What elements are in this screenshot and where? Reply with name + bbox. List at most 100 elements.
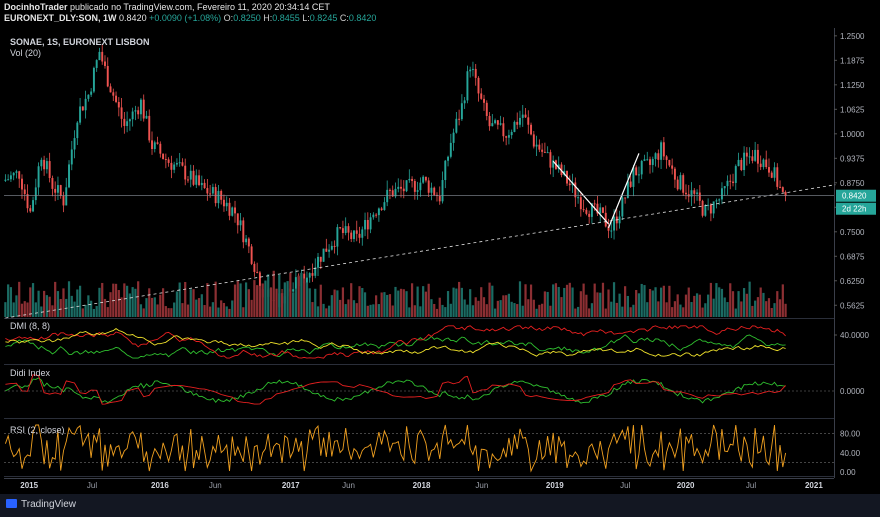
volume-bar	[491, 285, 494, 317]
candle-body	[375, 214, 378, 216]
candle-body	[751, 156, 754, 161]
candle-body	[602, 207, 604, 213]
volume-bar	[377, 304, 380, 317]
candle-body	[73, 138, 76, 150]
volume-bar	[399, 288, 403, 317]
volume-bar	[40, 306, 43, 317]
volume-bar	[211, 302, 214, 317]
volume-bar	[612, 282, 616, 317]
candle-body	[460, 103, 463, 120]
volume-bar	[153, 297, 156, 317]
price-tick-label: 1.2500	[840, 32, 865, 41]
candle-body	[499, 123, 502, 125]
volume-bar	[607, 289, 610, 317]
volume-bar	[673, 301, 677, 317]
candle-body	[510, 131, 513, 136]
candle-body	[76, 122, 79, 139]
volume-bar	[516, 304, 519, 317]
candle-body	[496, 120, 499, 125]
candle-body	[355, 230, 358, 234]
candle-body	[292, 289, 295, 292]
volume-bar	[98, 287, 101, 317]
chart-canvas[interactable]: 1.2500 1.1875 1.1250 1.0625 1.0000 0.9375 0.87…	[0, 0, 880, 494]
volume-bar	[156, 304, 159, 317]
candle-body	[649, 159, 651, 165]
candle-body	[394, 188, 397, 197]
volume-bar	[687, 287, 690, 317]
price-tick-label: 1.0000	[840, 130, 865, 139]
volume-bar	[424, 291, 428, 317]
symbol-label[interactable]: EURONEXT_DLY:SON, 1W	[4, 13, 117, 23]
dmi-axis-label: 40.0000	[840, 331, 869, 340]
rsi-axis-label: 0.00	[840, 468, 856, 477]
candle-body	[209, 193, 212, 195]
volume-bar	[322, 303, 325, 317]
candle-body	[131, 111, 134, 120]
candle-body	[646, 159, 649, 161]
candle-body	[43, 159, 46, 170]
candle-body	[21, 178, 23, 190]
candle-body	[34, 187, 37, 201]
candle-body	[668, 159, 671, 166]
volume-bar	[76, 289, 79, 317]
volume-bar	[150, 297, 154, 317]
volume-bar	[161, 288, 165, 317]
candle-body	[715, 200, 718, 202]
candle-body	[447, 156, 450, 161]
volume-bar	[458, 281, 461, 317]
volume-bar	[117, 290, 120, 317]
candle-body	[720, 188, 723, 200]
candle-body	[685, 192, 687, 195]
price-tick-label: 0.9375	[840, 154, 865, 163]
volume-bar	[261, 283, 264, 317]
candle-body	[344, 226, 347, 234]
volume-bar	[126, 285, 129, 317]
candle-body	[779, 186, 782, 188]
volume-bar	[45, 295, 48, 317]
annotation-line	[552, 160, 609, 225]
volume-bar	[726, 302, 729, 317]
volume-bar	[330, 295, 333, 317]
candle-body	[635, 167, 638, 176]
volume-bar	[347, 299, 350, 317]
candle-body	[117, 101, 120, 108]
volume-bar	[186, 304, 190, 317]
candle-body	[314, 267, 317, 276]
price-tick-label: 1.1875	[840, 56, 865, 65]
volume-bar	[466, 304, 469, 317]
volume-bar	[12, 302, 15, 317]
volume-bar	[778, 299, 782, 317]
price-tick-label: 0.7500	[840, 228, 865, 237]
candle-body	[632, 167, 635, 187]
volume-bar	[513, 303, 516, 317]
volume-bar	[26, 302, 29, 317]
volume-title: Vol (20)	[10, 48, 42, 58]
candle-body	[369, 217, 372, 230]
candle-body	[784, 191, 787, 196]
volume-bar	[142, 308, 145, 317]
volume-bar	[640, 283, 643, 317]
volume-bar	[189, 289, 192, 317]
volume-bar	[103, 298, 107, 317]
candle-body	[211, 187, 214, 194]
candle-body	[458, 118, 461, 120]
candle-body	[665, 156, 668, 160]
candle-body	[184, 165, 187, 180]
volume-bar	[709, 282, 712, 317]
candle-body	[651, 158, 654, 165]
candle-body	[56, 185, 59, 193]
volume-bar	[62, 288, 65, 317]
candle-body	[643, 159, 646, 161]
volume-bar	[375, 295, 378, 317]
volume-bar	[214, 281, 217, 317]
candle-body	[380, 208, 383, 210]
candle-body	[256, 271, 259, 273]
volume-bar	[361, 287, 364, 317]
candle-body	[23, 189, 26, 195]
volume-bar	[344, 304, 347, 317]
footer-bar	[0, 494, 880, 517]
candle-body	[101, 51, 104, 62]
candle-body	[463, 100, 466, 104]
publisher-name[interactable]: DocinhoTrader	[4, 2, 68, 12]
tradingview-logo[interactable]: TradingView	[6, 499, 76, 510]
